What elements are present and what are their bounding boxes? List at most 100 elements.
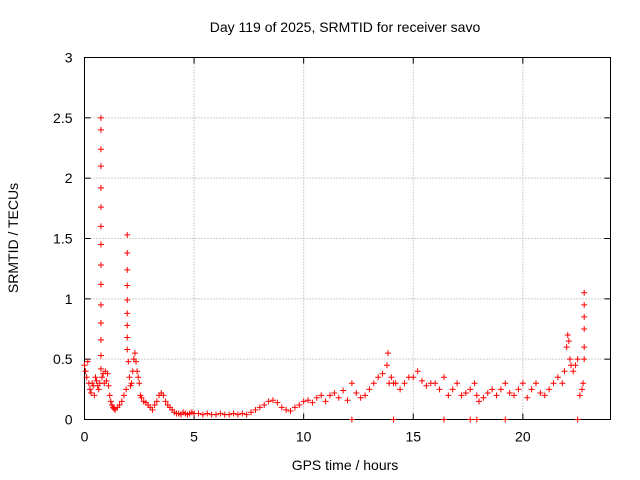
data-point [484, 389, 491, 396]
data-point [97, 204, 104, 211]
data-point [248, 409, 255, 416]
data-point [570, 368, 577, 375]
data-point [581, 344, 588, 351]
data-point [124, 282, 131, 289]
data-point [467, 386, 474, 393]
data-point [217, 410, 224, 417]
data-point [532, 380, 539, 387]
data-point [239, 410, 246, 417]
data-point [124, 231, 131, 238]
data-point [502, 380, 509, 387]
data-point [462, 389, 469, 396]
data-point [124, 310, 131, 317]
y-tick-label: 2 [65, 170, 73, 186]
data-point [423, 382, 430, 389]
data-point [581, 356, 588, 363]
data-point [134, 368, 141, 375]
data-point [506, 389, 513, 396]
data-point [97, 319, 104, 326]
data-point [82, 368, 89, 375]
data-point [103, 377, 110, 384]
data-point [576, 392, 583, 399]
data-point [105, 382, 112, 389]
data-point [445, 392, 452, 399]
data-point [269, 397, 276, 404]
y-tick-label: 0.5 [53, 351, 73, 367]
data-point [581, 289, 588, 296]
data-point [348, 380, 355, 387]
data-point [458, 392, 465, 399]
data-point [388, 374, 395, 381]
data-point [125, 358, 132, 365]
data-point [410, 374, 417, 381]
x-tick-label: 0 [81, 429, 89, 445]
data-point [162, 398, 169, 405]
data-point [243, 411, 250, 418]
data-point [124, 346, 131, 353]
data-point [357, 394, 364, 401]
data-point [473, 392, 480, 399]
data-point [322, 398, 329, 405]
data-point [375, 374, 382, 381]
data-point [226, 411, 233, 418]
data-point [581, 326, 588, 332]
data-point [213, 411, 219, 418]
data-point [97, 146, 104, 153]
x-tick-label: 20 [515, 429, 531, 445]
y-tick-label: 1.5 [53, 231, 73, 247]
data-point [111, 405, 118, 412]
data-point [366, 386, 373, 393]
data-point [124, 322, 131, 329]
data-point [392, 380, 399, 387]
data-point [91, 392, 98, 399]
y-tick-label: 2.5 [53, 110, 73, 126]
data-point [335, 394, 342, 401]
data-point [340, 387, 347, 394]
data-point [541, 392, 548, 399]
data-point [564, 332, 571, 339]
data-point [528, 386, 535, 393]
data-point [379, 370, 386, 377]
y-axis-label: SRMTID / TECUs [5, 183, 21, 293]
data-point [554, 374, 561, 381]
data-point [107, 398, 114, 405]
data-point [84, 358, 91, 365]
data-point [291, 404, 298, 411]
data-point [92, 374, 99, 381]
data-point [118, 398, 125, 405]
data-point [97, 352, 104, 359]
data-point [97, 241, 104, 248]
data-point [274, 399, 281, 406]
data-point [572, 362, 579, 369]
data-point [401, 380, 408, 387]
data-point [385, 350, 392, 357]
data-point [116, 402, 123, 409]
data-point [370, 380, 377, 387]
data-point [256, 404, 263, 411]
data-point [574, 356, 581, 363]
data-point [95, 386, 102, 393]
data-point [449, 386, 456, 393]
data-point [124, 249, 131, 256]
data-point [313, 394, 320, 401]
data-point [97, 301, 104, 308]
data-point [296, 402, 303, 409]
data-point [440, 416, 447, 423]
x-tick-label: 5 [190, 429, 198, 445]
data-point [353, 389, 360, 396]
data-point [149, 406, 156, 413]
grid-lines [84, 57, 611, 420]
data-point [559, 380, 566, 387]
data-point [106, 392, 113, 399]
data-point [234, 411, 241, 418]
data-point [515, 386, 522, 393]
data-point [283, 406, 290, 413]
data-point [563, 344, 570, 351]
data-point [497, 386, 504, 393]
data-point [511, 392, 518, 399]
data-point [580, 380, 587, 387]
y-tick-label: 1 [65, 291, 73, 307]
data-point [480, 394, 487, 401]
data-point [419, 377, 426, 384]
data-point [97, 223, 104, 230]
